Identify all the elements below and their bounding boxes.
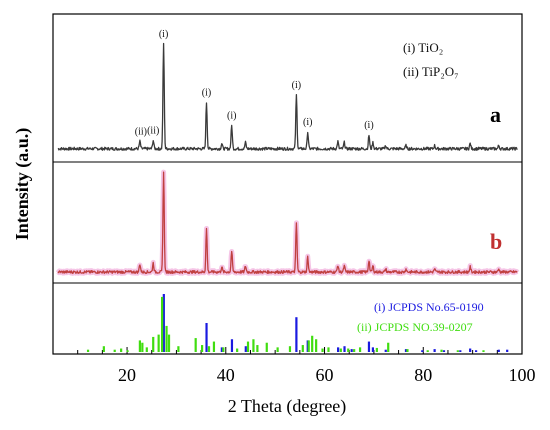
- y-axis-title: Intensity (a.u.): [12, 128, 33, 241]
- x-tick-label: 60: [316, 365, 334, 385]
- series-halo-b: [55, 169, 520, 276]
- peak-label: (i): [292, 80, 301, 91]
- peak-label: (i): [227, 111, 236, 122]
- curve-label-a: a: [490, 102, 501, 127]
- peak-label: (ii): [147, 125, 159, 136]
- peak-label: (i): [159, 29, 168, 40]
- x-tick-label: 80: [414, 365, 432, 385]
- peak-label: (i): [202, 88, 211, 99]
- peak-labels: (ii) (ii) (i) (i) (i) (i) (i) (i): [135, 29, 374, 138]
- series-line-a: [57, 42, 518, 151]
- peak-label: (i): [364, 120, 373, 131]
- x-tick-label: 20: [118, 365, 136, 385]
- x-tick-label: 40: [217, 365, 235, 385]
- legend-entry-tio2: (i) TiO₂: [403, 40, 443, 55]
- reference-label-39-0207: (ii) JCPDS NO.39-0207: [357, 320, 473, 334]
- x-axis-title: 2 Theta (degree): [228, 396, 347, 417]
- curve-label-b: b: [490, 229, 502, 254]
- reference-label-65-0190: (i) JCPDS No.65-0190: [374, 300, 484, 314]
- peak-label: (i): [303, 117, 312, 128]
- reference-layer: [86, 294, 509, 352]
- series-line-b: [57, 171, 518, 275]
- peak-label: (ii): [135, 126, 147, 137]
- x-axis-ticks: 20 40 60 80 100: [77, 347, 536, 385]
- x-tick-label: 100: [509, 365, 536, 385]
- series-layer: [55, 42, 520, 276]
- legend-entry-tip2o7: (ii) TiP₂O₇: [403, 64, 459, 79]
- plot-frame: [52, 13, 523, 355]
